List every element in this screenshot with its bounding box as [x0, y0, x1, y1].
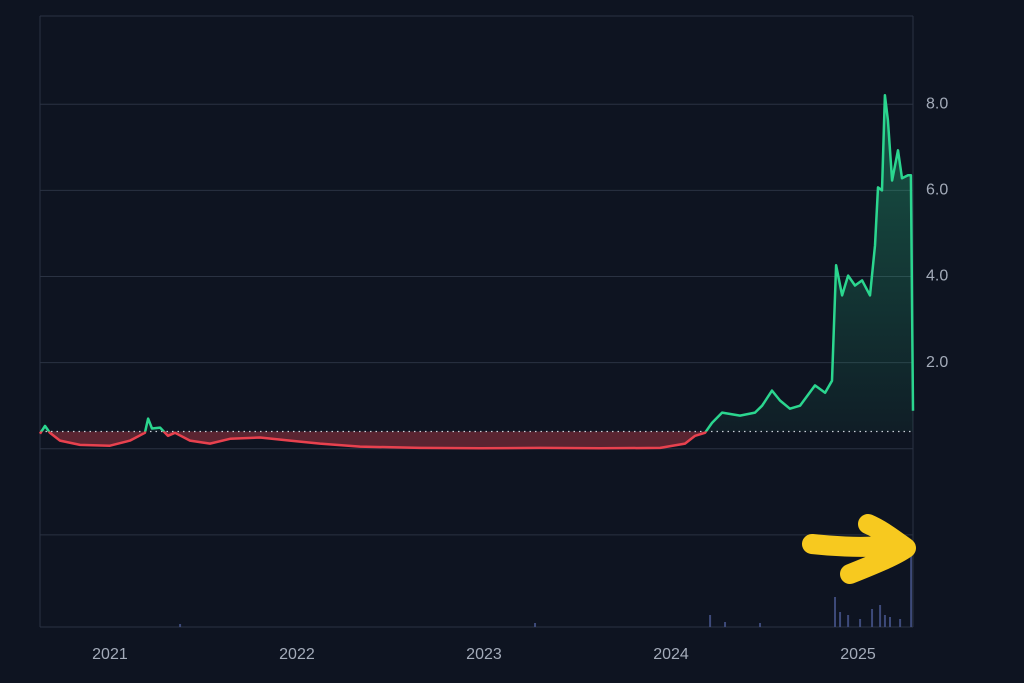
- volume-bar: [879, 605, 882, 627]
- y-tick-label: 8.0: [926, 95, 948, 112]
- volume-bar: [724, 622, 727, 627]
- volume-bar: [899, 619, 902, 627]
- volume-bar: [859, 619, 862, 627]
- volume-bar: [839, 612, 842, 627]
- x-tick-label: 2025: [840, 646, 876, 663]
- volume-bar: [709, 615, 712, 627]
- volume-bar: [834, 597, 837, 627]
- volume-bar: [883, 615, 886, 627]
- volume-bar: [847, 615, 850, 627]
- y-tick-label: 2.0: [926, 354, 948, 371]
- x-tick-label: 2021: [92, 646, 128, 663]
- price-line: [38, 93, 915, 450]
- plot-layer: 2.0 4.0 6.0 8.0 2021 2022 2023 2024 2025: [38, 93, 948, 663]
- annotation-arrow: [802, 514, 916, 584]
- volume-bar: [888, 617, 891, 627]
- volume-bar: [759, 623, 762, 627]
- y-tick-label: 4.0: [926, 268, 948, 285]
- volume-bar: [871, 609, 874, 627]
- volume-bar: [534, 623, 537, 627]
- volume-bar: [179, 624, 182, 627]
- x-tick-label: 2023: [466, 646, 502, 663]
- area-fill: [40, 95, 913, 449]
- y-tick-label: 6.0: [926, 182, 948, 199]
- x-tick-label: 2024: [653, 646, 689, 663]
- volume-bar: [910, 547, 913, 627]
- x-tick-label: 2022: [279, 646, 315, 663]
